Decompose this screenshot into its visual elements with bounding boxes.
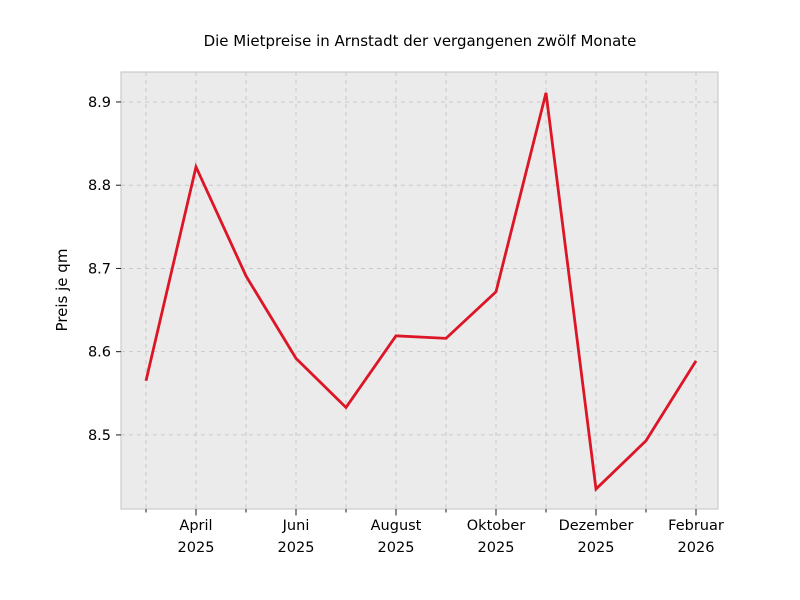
y-tick-label: 8.6 — [88, 345, 111, 361]
y-tick-label: 8.8 — [88, 178, 111, 194]
x-tick-label-year: 2025 — [378, 540, 415, 556]
x-tick-label-year: 2025 — [578, 540, 615, 556]
x-tick-label-month: Juni — [282, 518, 310, 534]
y-tick-label: 8.5 — [88, 428, 111, 444]
x-tick-label-month: April — [179, 518, 212, 534]
x-tick-label-year: 2025 — [478, 540, 515, 556]
x-tick-label-month: August — [371, 518, 422, 534]
chart-title: Die Mietpreise in Arnstadt der vergangen… — [204, 32, 637, 50]
x-tick-label-year: 2025 — [178, 540, 215, 556]
y-axis-label: Preis je qm — [53, 249, 71, 332]
x-tick-label-year: 2025 — [278, 540, 315, 556]
x-tick-label-month: Dezember — [559, 518, 634, 534]
y-tick-label: 8.9 — [88, 95, 111, 111]
plot-area — [120, 71, 719, 510]
x-tick-label-month: Oktober — [467, 518, 525, 534]
x-tick-label-year: 2026 — [678, 540, 715, 556]
price-line-series — [144, 92, 698, 492]
x-tick-label-month: Februar — [668, 518, 724, 534]
y-tick-label: 8.7 — [88, 261, 111, 277]
